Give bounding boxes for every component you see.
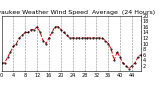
Title: Milwaukee Weather Wind Speed  Average  (24 Hours): Milwaukee Weather Wind Speed Average (24… (0, 10, 155, 15)
